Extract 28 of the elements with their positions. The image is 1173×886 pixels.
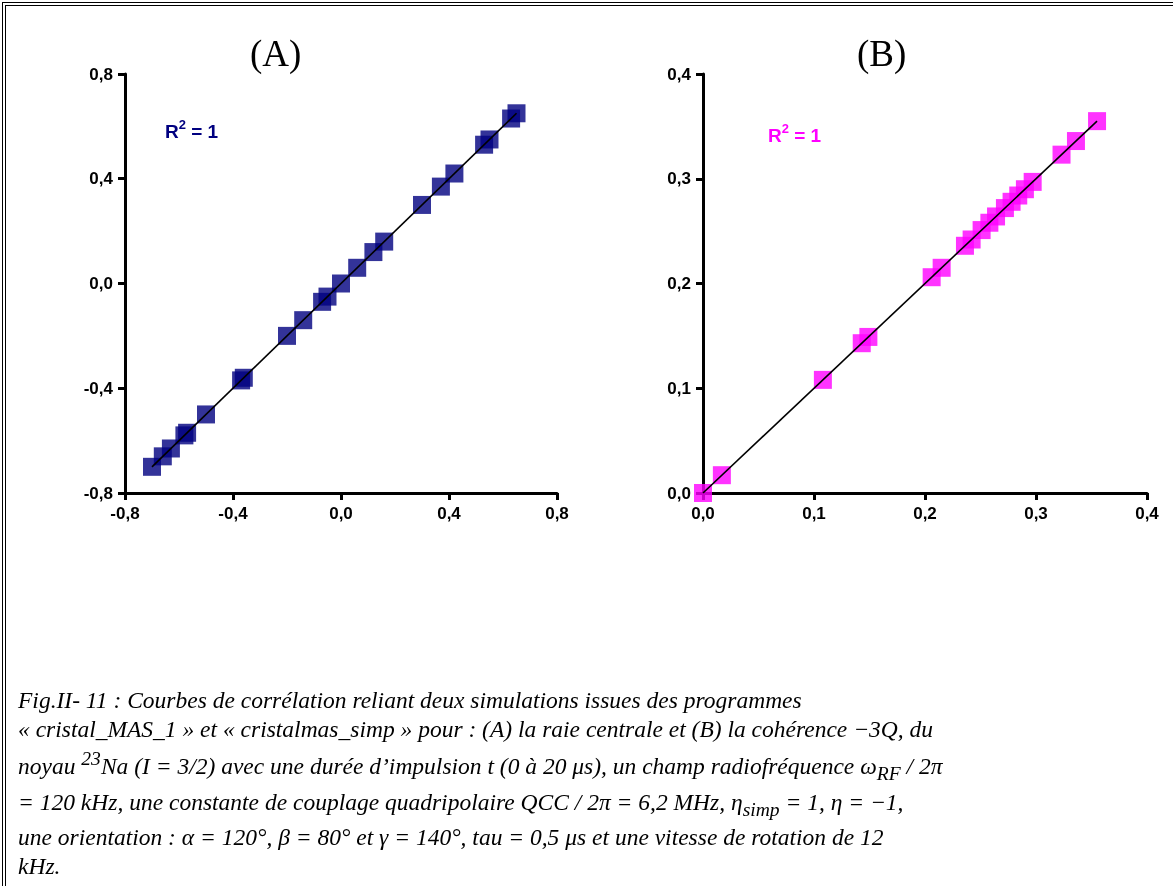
x-tick-label: -0,8 — [110, 504, 140, 523]
x-tick-label: 0,0 — [691, 504, 715, 523]
y-tick-label: 0,2 — [667, 274, 691, 293]
y-tick-label: -0,4 — [83, 378, 114, 398]
text: = 120 kHz, une constante de couplage quadripolaire QCC / 2π = 6,2 MHz, η$_{simp}$ = 1, η = −1, — [18, 787, 905, 822]
y-tick-label: 0,3 — [667, 169, 691, 189]
x-tick-label: 0,8 — [545, 504, 569, 523]
x-tick-label: 0,2 — [913, 504, 937, 523]
text: Fig.II- 11 : Courbes de corrélation reliant deux simulations issues des programmes — [18, 686, 803, 715]
x-tick-label: 0,4 — [1135, 504, 1160, 523]
x-tick-label: 0,0 — [329, 504, 353, 523]
text: « cristal_MAS_1 » et « cristalmas_simp » pour : (A) la raie centrale et (B) la cohérence −3Q, du — [18, 715, 934, 744]
y-tick-label: 0,8 — [89, 64, 113, 84]
chart-title: (B) — [857, 33, 907, 75]
x-tick-label: -0,4 — [218, 504, 249, 523]
y-tick-label: 0,0 — [89, 274, 113, 293]
text: une orientation : α = 120°, β = 80° et γ = 140°, tau = 0,5 μs et une vitesse de rotation de 12 — [18, 823, 885, 853]
x-tick-label: 0,1 — [802, 504, 826, 523]
chart-title: (A) — [250, 33, 302, 75]
text: noyau $^{23}$Na (I = 3/2) avec une durée d’impulsion t (0 à 20 μs), un champ radiofréquence ω$_{RF}$ / 2π — [18, 747, 944, 786]
y-tick-label: 0,4 — [89, 169, 114, 189]
y-tick-label: 0,0 — [667, 483, 691, 503]
x-tick-label: 0,4 — [437, 504, 462, 523]
y-tick-label: 0,1 — [667, 378, 691, 398]
x-tick-label: 0,3 — [1024, 504, 1048, 523]
y-tick-label: 0,4 — [667, 64, 692, 84]
text: kHz. — [18, 852, 62, 882]
y-tick-label: -0,8 — [83, 483, 113, 503]
